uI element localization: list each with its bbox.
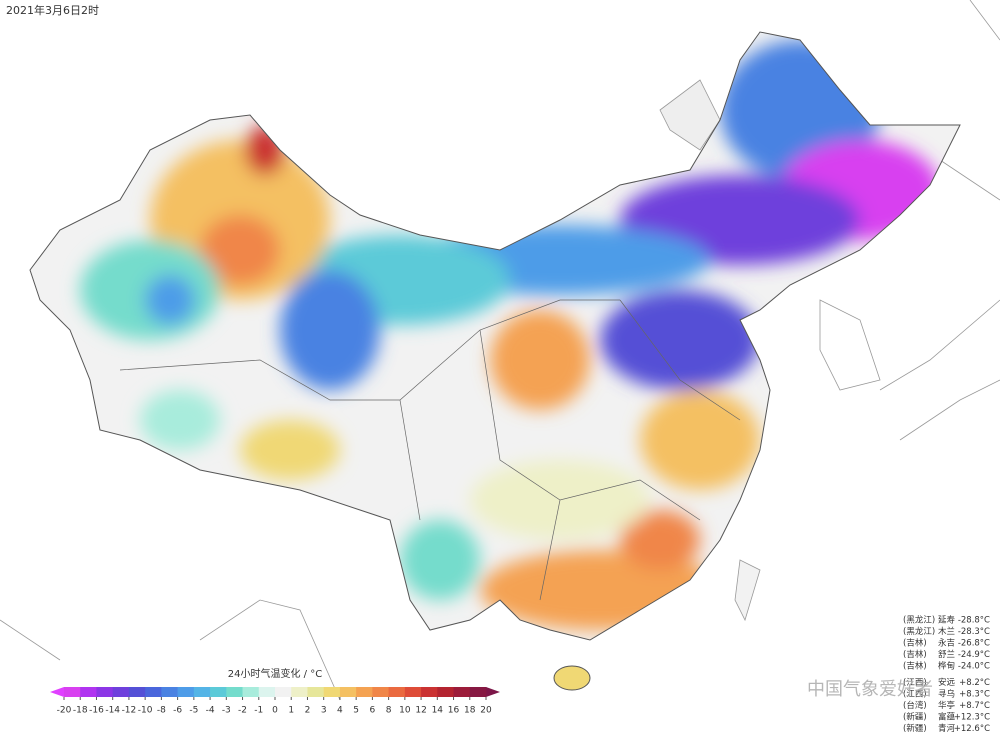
colorbar-segment	[210, 687, 227, 697]
colorbar-segment	[437, 687, 454, 697]
colorbar-tick-label: -4	[206, 706, 215, 716]
colorbar-tick-label: -3	[222, 706, 231, 716]
colorbar-tick-label: -12	[122, 706, 137, 716]
colorbar: -20 -18 -16 -14 -12 -10 -8 -6 -5 -4 -3 -2 -1 0 1 2 3 4 5 6 8…	[50, 687, 500, 716]
colorbar-segment	[242, 687, 260, 697]
station-name: 桦甸	[938, 661, 955, 672]
colorbar-segment	[128, 687, 146, 697]
colorbar-tick-label: -10	[138, 706, 153, 716]
colorbar-segment	[193, 687, 211, 697]
colorbar-segment	[161, 687, 179, 697]
colorbar-segment	[421, 687, 438, 697]
station-value: +8.2°C	[959, 678, 990, 688]
colorbar-segment	[372, 687, 390, 697]
colorbar-tick-label: -14	[105, 706, 120, 716]
colorbar-tick-label: 16	[448, 706, 460, 716]
station-province: (吉林)	[903, 638, 927, 649]
colorbar-segment	[80, 687, 97, 697]
colorbar-label: 24小时气温变化 / °C	[228, 667, 322, 680]
colorbar-tick-label: 2	[305, 706, 311, 716]
station-province: (吉林)	[903, 649, 927, 660]
colorbar-tick-label: 18	[464, 706, 476, 716]
colorbar-under	[50, 687, 64, 697]
colorbar-segment	[291, 687, 308, 697]
station-value: -28.8°C	[958, 616, 990, 626]
colorbar-tick-label: 12	[415, 706, 426, 716]
colorbar-segment	[307, 687, 325, 697]
station-value: +8.7°C	[959, 701, 990, 711]
colorbar-segment	[453, 687, 471, 697]
station-value: -24.9°C	[958, 650, 990, 660]
station-province: (黑龙江)	[903, 626, 935, 637]
colorbar-segment	[275, 687, 292, 697]
station-province: (江西)	[903, 690, 927, 700]
country-border	[29, 31, 961, 641]
map-land	[0, 0, 1000, 701]
station-value: -28.3°C	[958, 627, 990, 637]
station-name: 延寿	[938, 615, 956, 626]
station-province: (新疆)	[903, 723, 927, 734]
station-name: 永吉	[938, 638, 955, 649]
colorbar-tick-label: 14	[432, 706, 444, 716]
colorbar-segment	[112, 687, 130, 697]
colorbar-tick-label: 3	[321, 706, 327, 716]
colorbar-tick-label: 4	[337, 706, 343, 716]
colorbar-tick-label: -2	[238, 706, 247, 716]
colorbar-segment	[96, 687, 114, 697]
colorbar-segment	[145, 687, 162, 697]
watermark: 中国气象爱好者	[807, 679, 933, 700]
colorbar-segment	[177, 687, 195, 697]
station-name: 寻乌	[938, 689, 955, 700]
province-borders	[119, 299, 741, 601]
station-value: +12.6°C	[954, 724, 990, 734]
station-name: 舒兰	[938, 649, 955, 660]
colorbar-tick-label: -16	[89, 706, 104, 716]
colorbar-tick-label: 10	[399, 706, 411, 716]
station-value: -24.0°C	[958, 662, 990, 672]
colorbar-tick-label: 20	[480, 706, 492, 716]
colorbar-tick-label: -18	[73, 706, 88, 716]
colorbar-segment	[64, 687, 81, 697]
colorbar-segment	[404, 687, 422, 697]
station-name: 安远	[938, 677, 956, 688]
colorbar-tick-label: 5	[353, 706, 359, 716]
colorbar-segment	[226, 687, 243, 697]
map-title: 2021年3月6日2时	[6, 3, 99, 17]
colorbar-tick-label: -6	[173, 706, 182, 716]
station-value: -26.8°C	[958, 639, 990, 649]
station-province: (吉林)	[903, 661, 927, 672]
colorbar-tick-label: -5	[189, 706, 198, 716]
station-name: 富蕴	[938, 712, 956, 723]
station-name: 青河	[938, 723, 956, 734]
station-province: (江西)	[903, 678, 927, 688]
colorbar-segment	[388, 687, 406, 697]
colorbar-tick-label: 8	[386, 706, 392, 716]
colorbar-tick-label: -8	[157, 706, 166, 716]
colorbar-segment	[356, 687, 373, 697]
station-value: +12.3°C	[954, 713, 990, 723]
colorbar-tick-label: -1	[254, 706, 263, 716]
station-name: 木兰	[938, 626, 955, 637]
colorbar-segment	[258, 687, 276, 697]
hainan-island	[553, 665, 591, 691]
colorbar-segment	[469, 687, 487, 697]
station-value: +8.3°C	[959, 690, 990, 700]
station-name: 华亭	[938, 700, 955, 711]
station-province: (新疆)	[903, 712, 927, 723]
colorbar-tick-label: 1	[288, 706, 294, 716]
colorbar-segment	[323, 687, 341, 697]
colorbar-segment	[339, 687, 357, 697]
colorbar-tick-label: 0	[272, 706, 278, 716]
station-list: (黑龙江) 延寿 -28.8°C (黑龙江) 木兰 -28.3°C (吉林) 永吉 -26.8°…	[903, 615, 990, 735]
colorbar-tick-label: -20	[57, 706, 72, 716]
colorbar-over	[486, 687, 500, 697]
colorbar-tick-label: 6	[370, 706, 376, 716]
station-province: (台湾)	[903, 700, 927, 711]
station-province: (黑龙江)	[903, 615, 935, 626]
